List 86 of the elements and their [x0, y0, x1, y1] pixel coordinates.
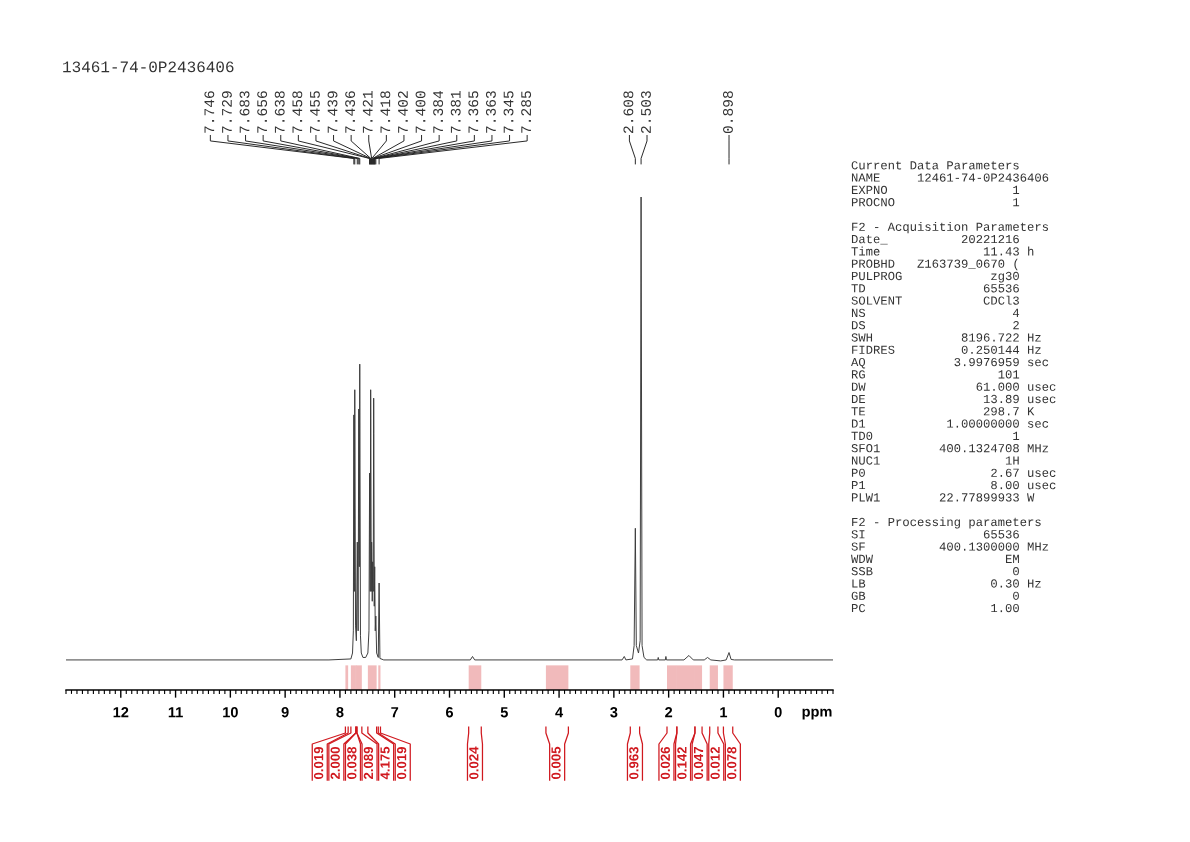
text: TE 298.7 K: [851, 407, 1035, 416]
x-tick-label: 4: [555, 707, 564, 718]
annotation: 0.898: [723, 91, 733, 134]
annotation: 7.402: [397, 91, 408, 133]
annotation: 7.363: [485, 91, 496, 133]
chart-title: 13461-74-0P2436406: [63, 61, 234, 73]
text: D1 1.00000000 sec: [851, 419, 1049, 428]
text: GB 0: [851, 591, 1019, 600]
band-label: 0.005: [551, 746, 561, 779]
text: WDW EM: [851, 554, 1019, 563]
text: DE 13.89 usec: [851, 394, 1056, 404]
text: DW 61.000 usec: [851, 382, 1056, 391]
text: SFO1 400.1324708 MHz: [851, 444, 1049, 453]
text: Time 11.43 h: [851, 246, 1034, 256]
annotation: 7.455: [310, 91, 320, 133]
text: Date_ 20221216: [851, 234, 1019, 245]
text: RG 101: [851, 370, 1020, 379]
annotation: 7.729: [221, 91, 232, 133]
text: TD0 1: [851, 431, 1020, 441]
text: PLW1 22.77899933 W: [851, 493, 1035, 502]
x-tick-label: 5: [500, 707, 508, 718]
annotation: 7.746: [204, 91, 215, 133]
x-tick-label: 8: [336, 707, 344, 718]
x-tick-label: 1: [720, 707, 728, 718]
x-tick-label: 9: [281, 707, 289, 718]
x-tick-label: 10: [223, 707, 238, 718]
text: PC 1.00: [851, 603, 1019, 613]
band-label: 0.047: [693, 747, 704, 779]
x-tick-label: 7: [391, 707, 399, 718]
text: PULPROG zg30: [851, 271, 1019, 283]
text: NAME 12461-74-0P2436406: [851, 173, 1049, 182]
text: SOLVENT CDCl3: [851, 295, 1019, 305]
annotation: 2.503: [641, 91, 651, 133]
text: P0 2.67 usec: [851, 468, 1056, 477]
text: TD 65536: [851, 284, 1019, 293]
annotation: 7.381: [450, 90, 461, 133]
annotation: 7.439: [327, 91, 338, 133]
text: SWH 8196.722 Hz: [851, 333, 1041, 342]
text: PROBHD Z163739_0670 (: [851, 258, 1018, 271]
band-label: 0.019: [313, 746, 324, 779]
text: LB 0.30 Hz: [852, 579, 1041, 588]
band-label: 2.000: [330, 747, 340, 780]
annotation: 7.458: [292, 91, 303, 133]
x-tick-label: 3: [610, 707, 618, 718]
text: NUC1 1H: [851, 456, 1019, 465]
x-tick-label: 2: [665, 707, 673, 718]
band-label: 4.175: [380, 746, 390, 780]
x-tick-label: 11: [168, 707, 183, 718]
text: EXPNO 1: [851, 185, 1020, 195]
annotation: 7.683: [239, 91, 250, 133]
text: NS 4: [851, 308, 1020, 318]
text: SF 400.1300000 MHz: [851, 542, 1049, 551]
x-axis-title: ppm: [802, 708, 832, 720]
text: F2 - Processing parameters: [852, 517, 1041, 529]
band-label: 0.142: [677, 747, 687, 779]
band-label: 0.078: [727, 746, 737, 779]
annotation: 7.436: [345, 91, 356, 133]
annotation: 7.285: [521, 91, 532, 133]
text: SI 65536: [851, 530, 1019, 539]
band-label: 0.024: [469, 746, 479, 779]
text: DS 2: [851, 321, 1019, 330]
text: AQ 3.9976959 sec: [851, 357, 1049, 369]
text: SSB 0: [851, 567, 1019, 576]
band-label: 0.019: [396, 746, 407, 779]
text: Current Data Parameters: [851, 161, 1019, 170]
x-tick-label: 0: [774, 707, 782, 718]
annotation: 7.656: [257, 91, 268, 133]
x-tick-label: 12: [113, 707, 129, 718]
annotation: 7.418: [380, 91, 391, 133]
annotation: 7.400: [415, 91, 426, 133]
band-label: 0.012: [710, 747, 720, 779]
annotation: 7.638: [274, 91, 285, 133]
text: F2 - Acquisition Parameters: [852, 221, 1049, 234]
annotation: 7.421: [362, 90, 373, 133]
band-label: 2.089: [363, 746, 374, 780]
band-label: 0.963: [629, 746, 639, 779]
text: FIDRES 0.250144 Hz: [852, 345, 1041, 354]
text: P1 8.00 usec: [851, 480, 1056, 490]
annotation: 7.345: [503, 91, 514, 133]
annotation: 7.365: [468, 91, 479, 133]
annotation: 2.608: [623, 91, 634, 133]
band-label: 0.026: [660, 746, 670, 779]
x-tick-label: 6: [445, 707, 454, 718]
band-label: 0.038: [347, 746, 357, 779]
text: PROCNO 1: [851, 198, 1020, 207]
annotation: 7.384: [433, 90, 444, 133]
